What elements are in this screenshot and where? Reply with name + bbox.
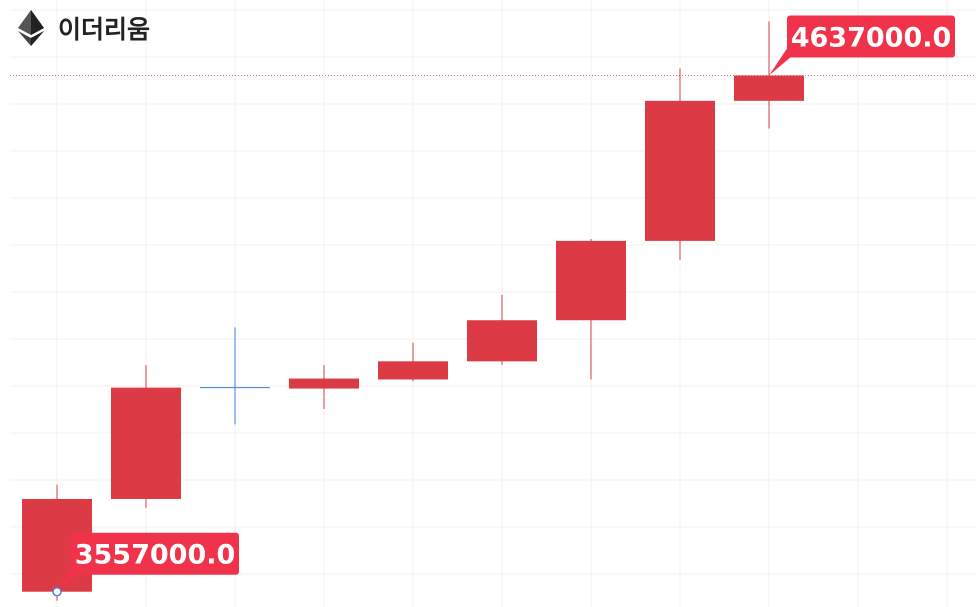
candle [289,365,359,410]
chart-title: 이더리움 [18,10,150,46]
candle-body [467,320,537,362]
candle [200,327,270,425]
candle [111,365,181,509]
min-price-label: 3557000.0 [57,532,239,592]
candle-body [111,387,181,499]
label-text: 3557000.0 [75,540,236,571]
max-price-label: 4637000.0 [769,15,955,76]
candle-body [734,75,804,101]
candle [378,342,448,382]
candle [734,21,804,129]
label-box [71,532,239,575]
label-box [787,15,955,58]
candle-body [645,100,715,241]
label-text: 4637000.0 [791,23,952,54]
candle [645,68,715,261]
candle [556,238,626,380]
candle-body [289,378,359,389]
candle-body [378,361,448,380]
ethereum-icon [18,10,44,46]
min-marker [52,586,62,597]
chart-title-text: 이더리움 [58,15,151,44]
candle [467,294,537,366]
candle-body [556,240,626,321]
